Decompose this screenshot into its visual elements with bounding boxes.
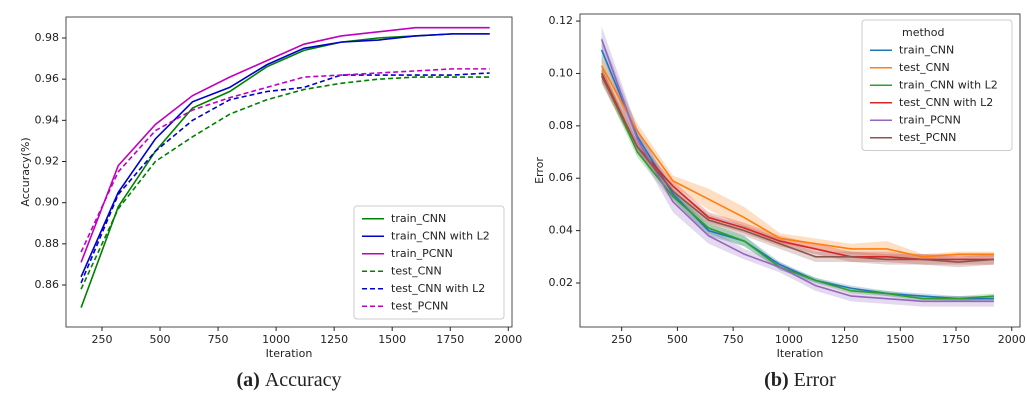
y-tick-label: 0.86 [35, 278, 60, 291]
legend-label: train_CNN [391, 212, 446, 225]
caption: (b) Error [764, 369, 836, 391]
x-tick-label: 500 [667, 333, 688, 346]
y-axis-label: Error [533, 157, 546, 184]
series-line [80, 26, 490, 263]
caption: (a) Accuracy [237, 369, 342, 391]
x-tick-label: 1000 [262, 333, 290, 346]
legend-label: test_PCNN [391, 299, 448, 312]
plot-area [600, 26, 994, 307]
x-tick-label: 1000 [775, 333, 803, 346]
series-line [80, 68, 490, 253]
y-tick-label: 0.12 [549, 14, 574, 27]
axes-frame [579, 13, 1021, 328]
x-tick-label: 250 [611, 333, 632, 346]
legend-label: train_PCNN [391, 247, 453, 260]
caption-label: (b) [764, 369, 788, 391]
x-axis-label: Iteration [266, 347, 313, 360]
caption-text: Accuracy [265, 369, 342, 391]
y-axis-label: Accuracy(%) [19, 137, 32, 206]
plot-area [80, 26, 490, 308]
x-tick-label: 2000 [998, 333, 1026, 346]
series-line [80, 33, 490, 278]
y-tick-label: 0.06 [549, 171, 574, 184]
legend-label: test_CNN with L2 [899, 96, 993, 109]
legend-label: test_CNN [391, 264, 442, 277]
y-tick-label: 0.96 [35, 72, 60, 85]
confidence-band [601, 68, 994, 268]
caption-text: Error [794, 369, 837, 391]
confidence-band [601, 65, 994, 265]
x-tick-label: 1750 [436, 333, 464, 346]
axes-frame [65, 16, 513, 328]
legend-label: test_CNN with L2 [391, 282, 485, 295]
legend-label: test_CNN [899, 61, 950, 74]
legend-label: train_CNN with L2 [391, 229, 490, 242]
y-tick-label: 0.88 [35, 237, 60, 250]
x-tick-label: 750 [208, 333, 229, 346]
series-line [80, 76, 490, 290]
legend-label: train_CNN [899, 43, 954, 56]
x-tick-label: 1500 [886, 333, 914, 346]
legend-label: test_PCNN [899, 131, 956, 144]
y-tick-label: 0.10 [549, 66, 574, 79]
x-tick-label: 1500 [378, 333, 406, 346]
legend-box [353, 205, 505, 320]
series-line [600, 39, 994, 303]
series-line [80, 72, 490, 284]
x-axis-label: Iteration [777, 347, 824, 360]
x-tick-label: 1250 [831, 333, 859, 346]
y-tick-label: 0.08 [549, 119, 574, 132]
y-tick-label: 0.02 [549, 276, 574, 289]
x-tick-label: 2000 [494, 333, 522, 346]
legend-box [861, 19, 1013, 151]
series-line [600, 75, 994, 263]
x-tick-label: 750 [723, 333, 744, 346]
series-line [600, 65, 994, 258]
x-tick-label: 500 [150, 333, 171, 346]
caption-label: (a) [237, 369, 260, 391]
y-tick-label: 0.92 [35, 155, 60, 168]
legend-label: train_CNN with L2 [899, 78, 998, 91]
y-tick-label: 0.90 [35, 196, 60, 209]
x-tick-label: 250 [91, 333, 112, 346]
x-tick-label: 1250 [320, 333, 348, 346]
y-tick-label: 0.04 [549, 224, 574, 237]
y-tick-label: 0.94 [35, 113, 60, 126]
series-line [600, 73, 994, 300]
x-tick-label: 1750 [942, 333, 970, 346]
legend-title: method [902, 26, 944, 39]
legend-label: train_PCNN [899, 113, 961, 126]
y-tick-label: 0.98 [35, 31, 60, 44]
